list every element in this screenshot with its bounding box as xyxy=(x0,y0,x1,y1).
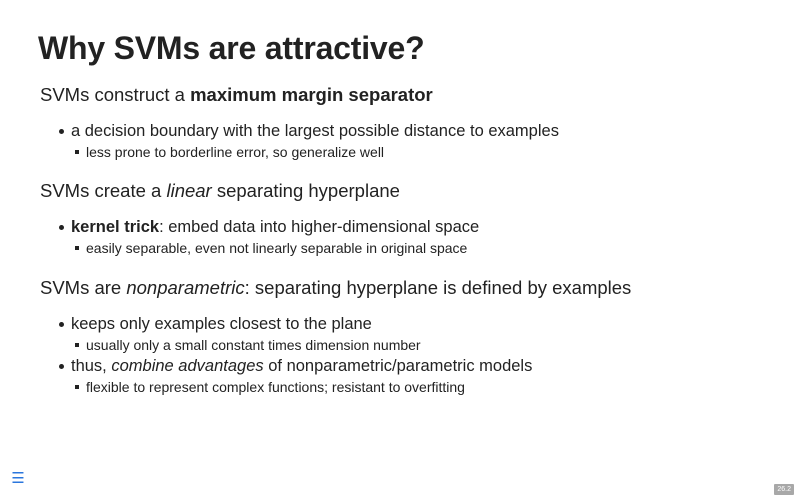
section-linear-hyperplane: SVMs create a linear separating hyperpla… xyxy=(40,179,780,258)
heading-italic-text: linear xyxy=(166,180,212,201)
heading-bold-text: maximum margin separator xyxy=(190,84,433,105)
sub-list-item: usually only a small constant times dime… xyxy=(40,335,780,355)
list-item-text: : embed data into higher-dimensional spa… xyxy=(159,218,480,236)
list-item-italic-text: combine advantages xyxy=(111,357,264,375)
list-item-bold-text: kernel trick xyxy=(71,218,160,236)
menu-icon[interactable]: ☰ xyxy=(11,470,25,487)
list-item: keeps only examples closest to the plane xyxy=(40,313,780,335)
heading-text: : separating hyperplane is defined by ex… xyxy=(244,277,632,298)
heading-text: SVMs are xyxy=(40,277,127,298)
sub-list-item-text: less prone to borderline error, so gener… xyxy=(86,144,385,160)
list-item-text: a decision boundary with the largest pos… xyxy=(71,122,559,140)
section-heading: SVMs create a linear separating hyperpla… xyxy=(40,179,780,203)
sub-list-item-text: easily separable, even not linearly sepa… xyxy=(86,240,468,256)
list-item: thus, combine advantages of nonparametri… xyxy=(40,355,780,377)
sub-list-item-text: usually only a small constant times dime… xyxy=(86,337,421,353)
section-nonparametric: SVMs are nonparametric: separating hyper… xyxy=(40,276,780,397)
sub-list-item-text: flexible to represent complex functions;… xyxy=(86,379,465,395)
section-heading: SVMs are nonparametric: separating hyper… xyxy=(40,276,780,300)
heading-text: SVMs construct a xyxy=(40,84,191,105)
list-item-text: thus, xyxy=(71,357,112,375)
heading-italic-text: nonparametric xyxy=(126,277,245,298)
section-heading: SVMs construct a maximum margin separato… xyxy=(40,83,780,107)
list-item: a decision boundary with the largest pos… xyxy=(40,120,780,142)
list-item-text: of nonparametric/parametric models xyxy=(263,357,533,375)
sub-list-item: less prone to borderline error, so gener… xyxy=(40,142,780,162)
sub-list-item: easily separable, even not linearly sepa… xyxy=(40,238,780,258)
list-item-text: keeps only examples closest to the plane xyxy=(71,315,372,333)
heading-text: SVMs create a xyxy=(40,180,167,201)
section-maximum-margin: SVMs construct a maximum margin separato… xyxy=(40,83,780,162)
list-item: kernel trick: embed data into higher-dim… xyxy=(40,216,780,238)
heading-text: separating hyperplane xyxy=(211,180,400,201)
slide-title: Why SVMs are attractive? xyxy=(38,30,425,66)
slide-number: 26.2 xyxy=(774,484,794,495)
sub-list-item: flexible to represent complex functions;… xyxy=(40,377,780,397)
